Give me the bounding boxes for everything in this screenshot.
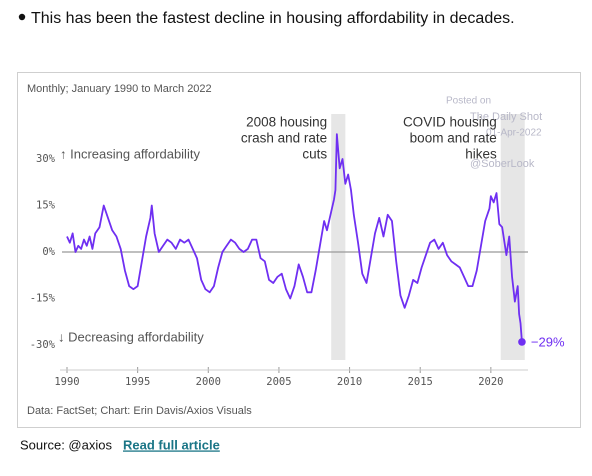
band-label: crash and rate xyxy=(241,131,327,146)
x-tick-label: 1990 xyxy=(54,376,79,388)
bullet-text: This has been the fastest decline in hou… xyxy=(31,10,515,27)
end-dot xyxy=(518,338,526,346)
watermark: 01-Apr-2022 xyxy=(486,128,542,139)
bullet-dot xyxy=(18,13,26,21)
x-tick-label: 2000 xyxy=(196,376,221,388)
end-value-label: −29% xyxy=(531,334,565,349)
down-label: ↓ Decreasing affordability xyxy=(58,329,204,344)
chart-frame xyxy=(17,72,581,428)
band-label: cuts xyxy=(302,147,327,162)
y-tick-label: -30% xyxy=(30,339,56,351)
x-tick-label: 2010 xyxy=(337,376,362,388)
band-label: COVID housing xyxy=(403,115,497,130)
watermark: Posted on xyxy=(446,96,491,107)
band-label: boom and rate xyxy=(410,131,497,146)
y-tick-label: 30% xyxy=(36,153,56,165)
chart-credit: Data: FactSet; Chart: Erin Davis/Axios V… xyxy=(27,405,252,417)
band-label: hikes xyxy=(465,147,497,162)
x-tick-label: 1995 xyxy=(125,376,150,388)
x-tick-label: 2020 xyxy=(478,376,503,388)
x-tick-label: 2015 xyxy=(408,376,433,388)
watermark: The Daily Shot xyxy=(470,111,542,123)
y-tick-label: -15% xyxy=(30,293,56,305)
source: Source: @axios xyxy=(20,437,112,452)
plot: Posted on The Daily Shot 01-Apr-2022 @Sober… xyxy=(30,96,565,388)
band-label: 2008 housing xyxy=(246,115,327,130)
watermark: @SoberLook xyxy=(470,158,535,170)
series-line xyxy=(66,133,523,342)
highlight-band xyxy=(331,114,346,360)
x-tick-label: 2005 xyxy=(266,376,291,388)
chart-subtitle: Monthly; January 1990 to March 2022 xyxy=(27,83,212,95)
read-link[interactable]: Read full article xyxy=(123,437,220,452)
y-tick-label: 0% xyxy=(42,246,55,258)
y-tick-label: 15% xyxy=(36,200,56,212)
up-label: ↑ Increasing affordability xyxy=(60,146,200,161)
